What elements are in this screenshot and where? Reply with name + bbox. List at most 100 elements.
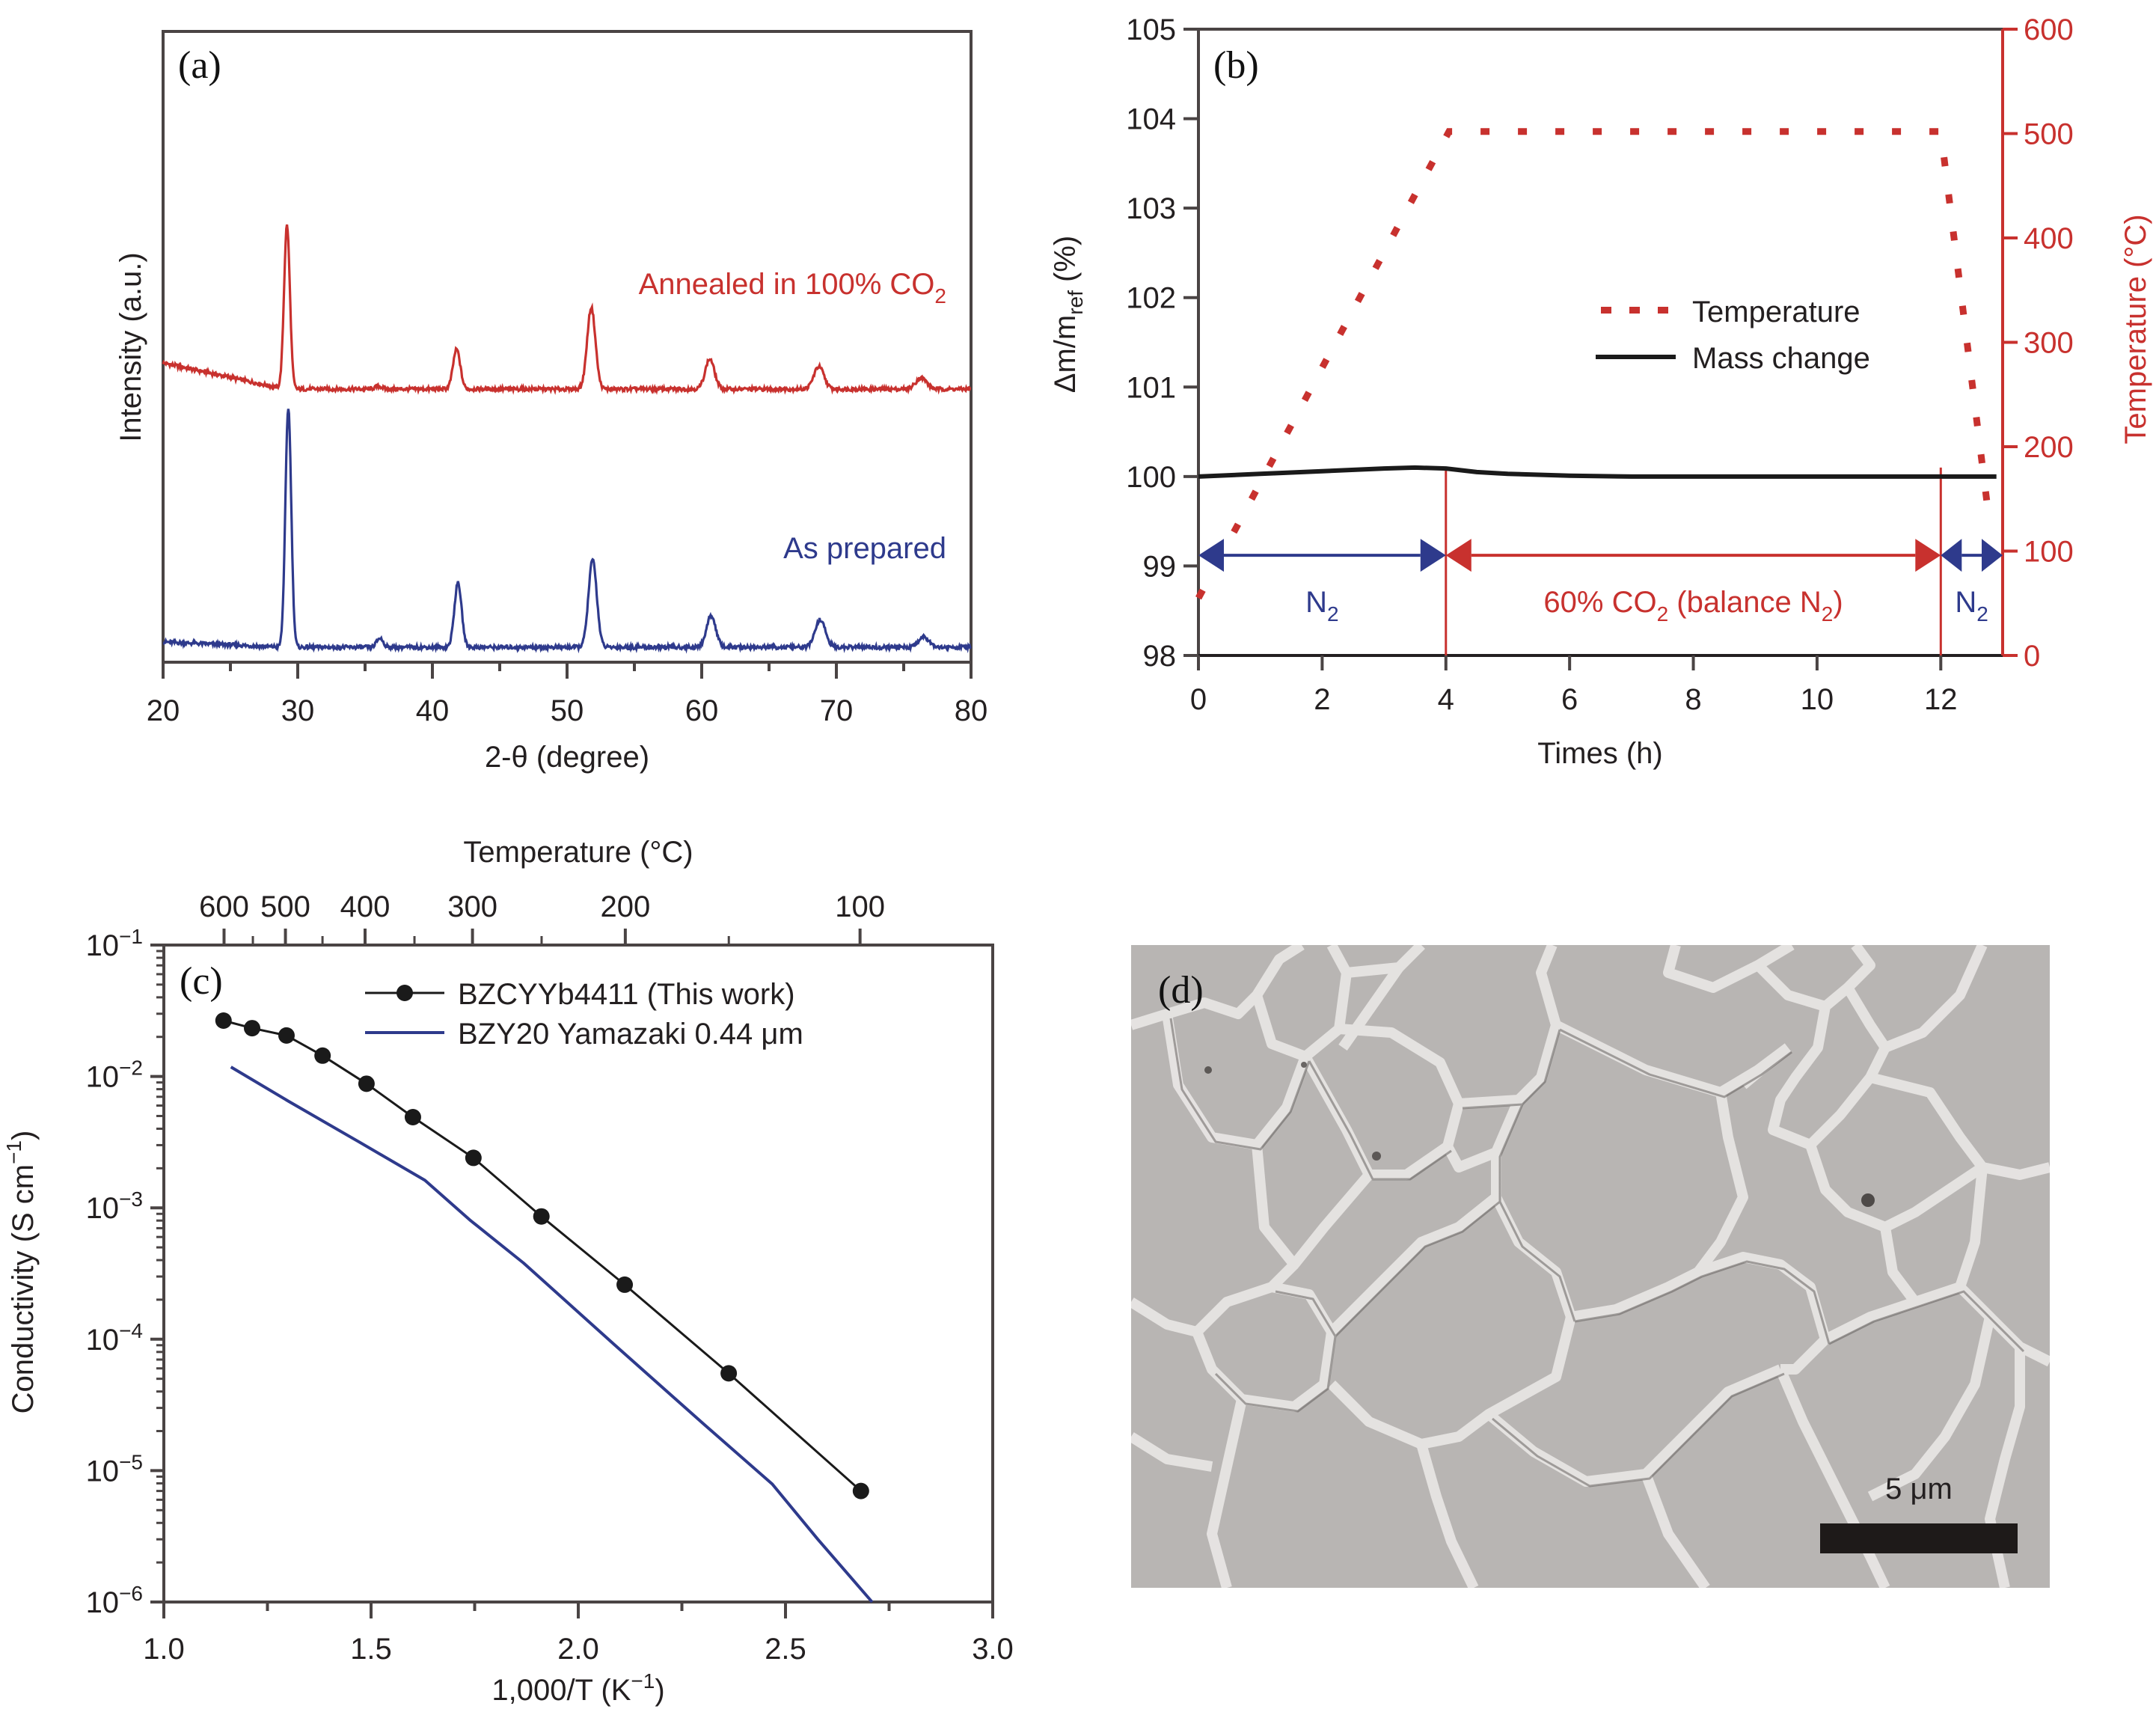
x-tick-label: 2 [1314,683,1330,716]
bzcyyb-line [223,1019,862,1492]
panel-a-label: (a) [178,44,221,87]
sem-pore [1372,1152,1381,1161]
bzcyyb-data-point [278,1027,295,1044]
x-tick-label: 10 [1801,683,1834,716]
y-tick-label: 10−3 [86,1187,143,1225]
xrd-trace-as-prepared [162,409,972,654]
series-label-as-prepared: As prepared [783,532,946,565]
panel-d-label: (d) [1158,969,1204,1012]
y-tick-base: 10 [86,929,120,962]
y-tick-label: 10−1 [86,925,143,962]
x-tick-label: 20 [147,694,180,727]
panel-a-x-axis-title: 2-θ (degree) [485,741,649,774]
panel-c-label: (c) [180,960,223,1003]
panel-c-ticks: 1.0 1.5 2.0 2.5 3.010−110−210−310−410−510−66… [86,890,1014,1666]
panel-b-label: (b) [1213,44,1259,87]
x-tick-label: 8 [1685,683,1701,716]
panel-c-x-axis-title: 1,000/T (K−1) [491,1669,664,1707]
x-tick-label: 3.0 [972,1633,1014,1666]
panel-b-tga: 0 2 4 6 8 10 12 98 99 100 101 102 103 104 105 0 100 200 30… [1049,13,2152,770]
y-tick-base: 10 [86,1324,120,1357]
legend-label-bzcyyb: BZCYYb4411 (This work) [458,978,795,1011]
panel-c-y-title-main: Conductivity (S cm [7,1164,40,1413]
bzcyyb-data-point [720,1365,738,1382]
bzcyyb-data-point [465,1149,482,1167]
bzcyyb-data-point [358,1075,375,1092]
y-tick-exponent: −5 [119,1450,143,1473]
legend-dot [1658,307,1668,314]
x-tick-label: 0 [1190,683,1207,716]
bzcyyb-data-point [616,1276,634,1293]
panel-b-y-title-unit: (%) [1049,236,1082,290]
y-tick-base: 10 [86,1061,120,1094]
x-tick-label: 50 [551,694,584,727]
region-arrow-head-left [1198,539,1224,572]
x-tick-label: 30 [281,694,315,727]
panel-a-y-axis-title: Intensity (a.u.) [114,252,147,441]
region-label-part: 2 [1976,602,1988,626]
y-tick-label: 102 [1126,282,1176,315]
region-label-part: N [1955,586,1976,619]
region-arrow-head-left [1941,539,1962,572]
legend-label-bzy20: BZY20 Yamazaki 0.44 μm [458,1018,803,1051]
panel-a-x-ticks: 20 30 40 50 60 70 80 [147,662,987,727]
y-tick-label: 98 [1143,640,1177,673]
x-tick-label: 1.5 [350,1633,392,1666]
panel-b-series [1195,128,1997,600]
region-label-part: 2 [1822,602,1834,626]
bzcyyb-data-point [533,1208,550,1225]
scale-bar [1820,1523,2018,1553]
temperature-curve [1195,128,1991,600]
series-label-annealed: Annealed in 100% CO2 [639,268,946,308]
sem-pore [1301,1062,1307,1068]
panel-b-x-axis-title: Times (h) [1537,737,1662,770]
sem-noise-overlay [1131,945,2050,1588]
xrd-trace-annealed [162,224,972,395]
bzcyyb-data-point [314,1047,331,1064]
region-arrow-head-right [1982,539,2003,572]
panel-c-x-title-end: ) [655,1674,664,1707]
y-tick-label: 99 [1143,550,1177,583]
y-tick-exponent: −6 [119,1582,143,1605]
y-tick-label: 100 [1126,461,1176,494]
region-label: 60% CO2 (balance N2) [1543,586,1843,626]
region-label-part: N [1305,586,1327,619]
y-tick-label: 10−6 [86,1582,143,1619]
y-tick-label: 10−4 [86,1319,143,1357]
y-tick-label: 101 [1126,371,1176,404]
mass-change-curve [1198,465,1997,479]
region-label-part: 2 [1657,602,1669,626]
y2-tick-label: 400 [2024,222,2074,255]
y-tick-exponent: −1 [119,925,143,948]
x-tick-label: 12 [1924,683,1958,716]
x-tick-label: 2.0 [557,1633,599,1666]
y-tick-label: 103 [1126,192,1176,225]
panel-c-x-title-sup: −1 [631,1669,655,1693]
y2-tick-label: 300 [2024,327,2074,360]
top-tick-label: 200 [601,890,651,923]
bzcyyb-data-point [244,1020,261,1037]
series-label-annealed-main: Annealed in 100% CO [639,268,935,301]
panel-c-x-title-main: 1,000/T (K [491,1674,631,1707]
panel-b-ticks: 0 2 4 6 8 10 12 98 99 100 101 102 103 104 105 0 100 200 30… [1126,13,2074,716]
region-arrow-head-right [1915,539,1941,572]
bzy20-curve [230,1066,874,1604]
y-tick-label: 105 [1126,13,1176,46]
scale-bar-label: 5 μm [1885,1473,1953,1505]
panel-c-top-axis-title: Temperature (°C) [463,836,693,869]
y-tick-label: 104 [1126,103,1176,136]
y-tick-exponent: −2 [119,1057,143,1080]
region-label-part: 60% CO [1543,586,1656,619]
top-tick-label: 400 [340,890,391,923]
region-arrow-head-left [1445,539,1471,572]
x-tick-label: 4 [1438,683,1454,716]
x-tick-label: 60 [685,694,719,727]
top-tick-label: 500 [260,890,310,923]
panel-c-y-title-sup: −1 [2,1140,25,1164]
y2-tick-label: 0 [2024,640,2040,673]
panel-a-xrd: 20 30 40 50 60 70 80 (a) 2-θ (degree) Intensit… [114,30,987,774]
x-tick-label: 6 [1561,683,1578,716]
top-tick-label: 300 [447,890,497,923]
x-tick-label: 2.5 [765,1633,806,1666]
region-label-part: ) [1833,586,1843,619]
